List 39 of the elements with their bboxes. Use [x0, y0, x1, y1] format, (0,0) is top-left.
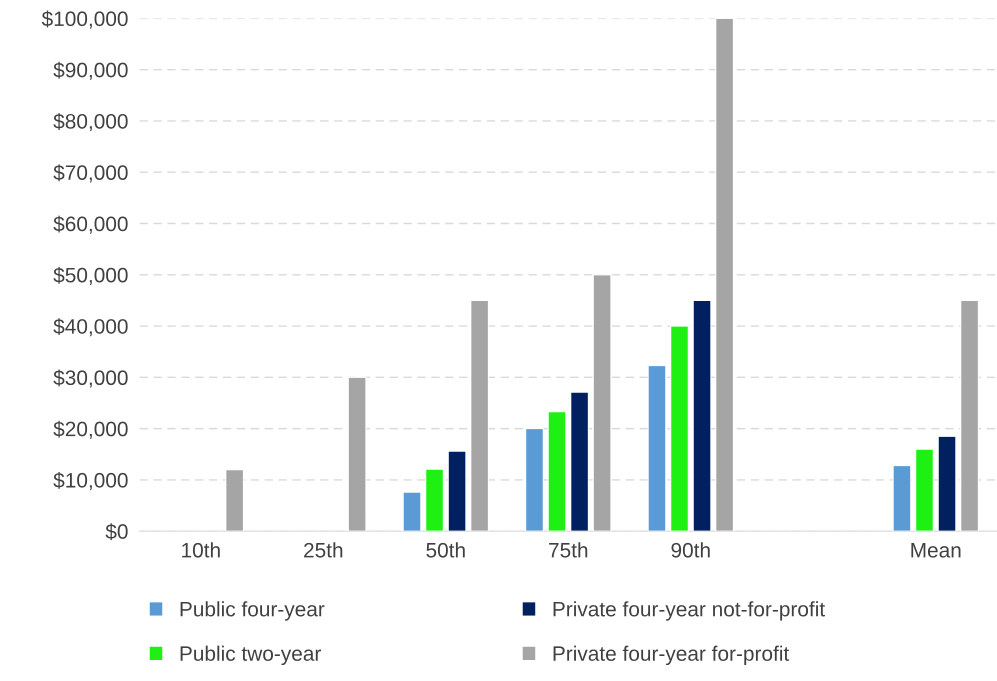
x-tick-label: Mean — [911, 543, 960, 558]
bar — [470, 300, 489, 532]
x-tick-label: 75th — [549, 542, 588, 558]
y-tick-label: $70,000 — [53, 164, 128, 182]
y-tick-label: $100,000 — [42, 10, 128, 29]
x-tick-label: 25th — [304, 542, 342, 558]
bar — [960, 300, 979, 532]
y-tick-label: $60,000 — [53, 216, 128, 234]
bar — [670, 326, 689, 532]
bar — [915, 448, 934, 532]
y-tick-label: $90,000 — [53, 62, 128, 80]
bar — [448, 450, 466, 532]
bar — [715, 18, 734, 532]
bar — [402, 492, 422, 532]
legend-label: Public two-year — [180, 646, 321, 666]
bar — [692, 300, 712, 532]
legend-label: Private four-year not-for-profit — [554, 601, 825, 621]
legend-label: Public four-year — [180, 601, 324, 621]
bar — [592, 274, 612, 532]
y-tick-label: $30,000 — [53, 369, 128, 388]
bar — [348, 376, 366, 532]
x-tick-label: 10th — [182, 542, 220, 558]
y-tick-label: $0 — [106, 523, 128, 540]
bar — [548, 411, 566, 532]
bar — [648, 364, 666, 532]
bar — [938, 436, 956, 532]
y-tick-label: $80,000 — [53, 113, 128, 132]
x-tick-label: 50th — [426, 542, 465, 558]
y-tick-label: $10,000 — [53, 472, 128, 490]
x-tick-label: 90th — [671, 542, 710, 558]
bar — [225, 469, 244, 532]
y-tick-label: $40,000 — [53, 318, 128, 336]
bar — [570, 392, 589, 532]
y-tick-label: $20,000 — [53, 420, 128, 439]
bar — [425, 468, 444, 532]
bar — [892, 464, 912, 532]
y-tick-label: $50,000 — [53, 266, 128, 285]
bar — [525, 428, 544, 532]
legend-label: Private four-year for-profit — [554, 646, 790, 666]
